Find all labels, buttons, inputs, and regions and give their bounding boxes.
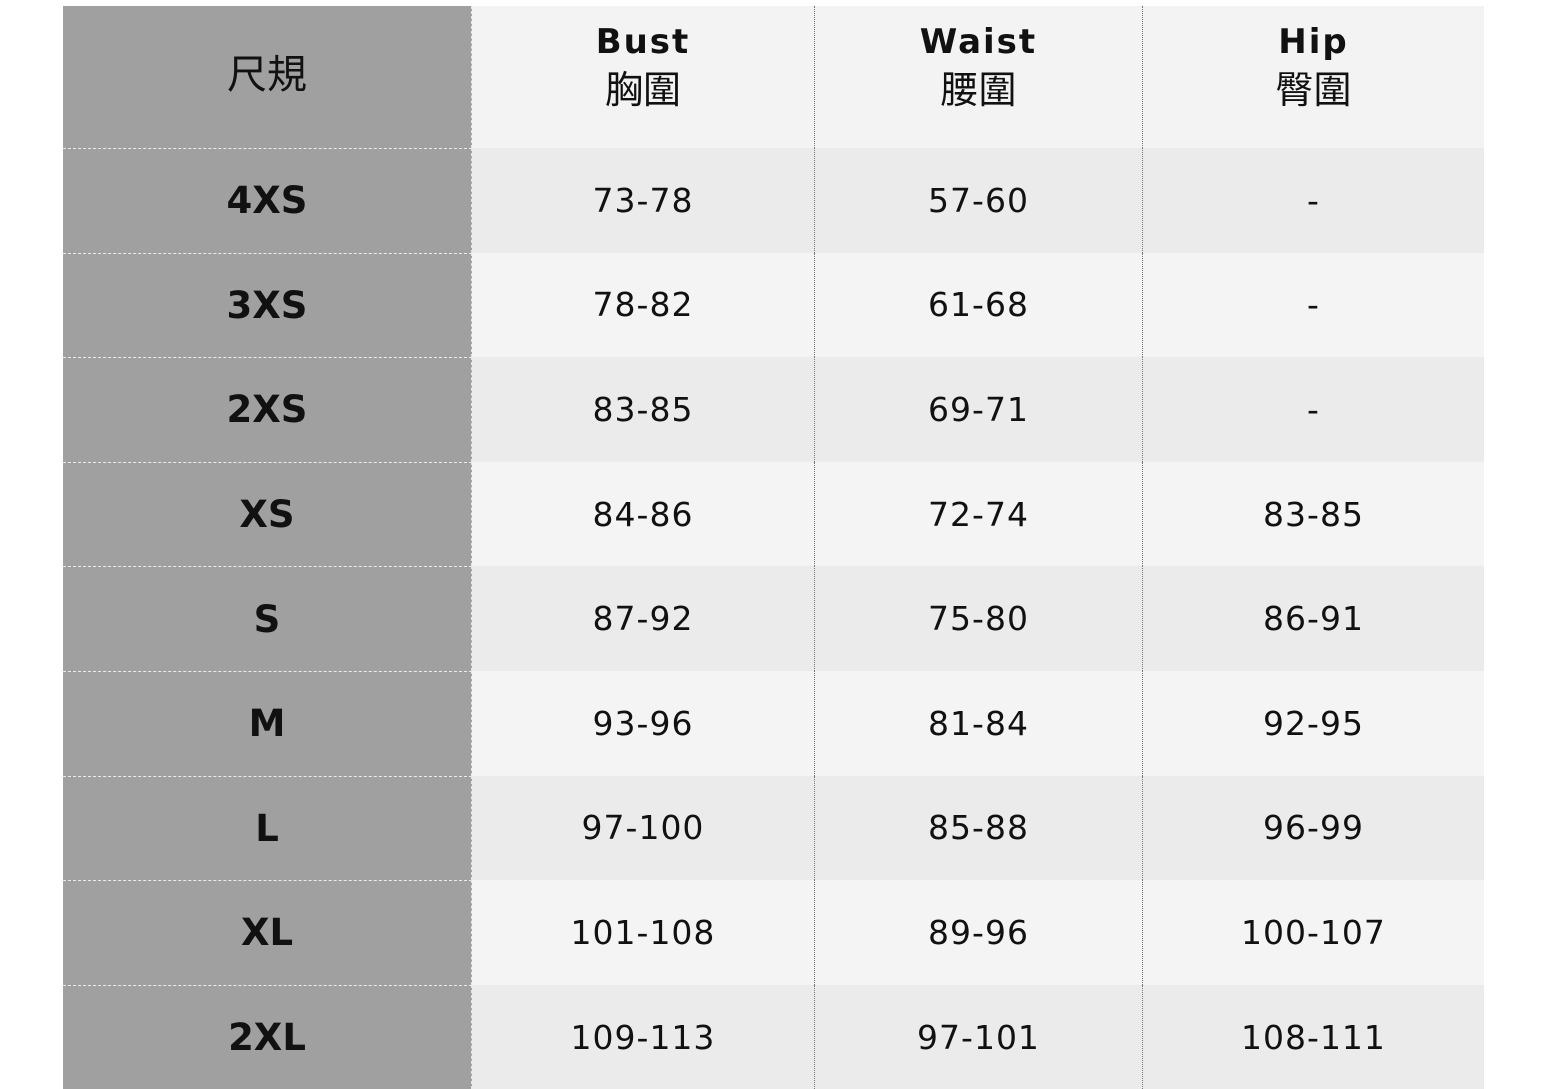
hip-value: 86-91 bbox=[1143, 566, 1484, 671]
size-label: XL bbox=[63, 880, 472, 985]
size-label: 3XS bbox=[63, 252, 472, 358]
bust-value: 87-92 bbox=[472, 566, 815, 671]
hip-value: - bbox=[1143, 252, 1484, 358]
size-chart-table: 尺規 Bust 胸圍 Waist 腰圍 Hip 臀圍 4XS 73-78 57-60… bbox=[63, 6, 1484, 1089]
waist-header-zh: 腰圍 bbox=[940, 68, 1017, 112]
waist-value: 97-101 bbox=[815, 984, 1143, 1089]
bust-value: 93-96 bbox=[472, 670, 815, 776]
waist-value: 85-88 bbox=[815, 775, 1143, 881]
size-label: 4XS bbox=[63, 148, 472, 253]
bust-header-en: Bust bbox=[595, 22, 691, 62]
hip-value: 108-111 bbox=[1143, 984, 1484, 1089]
waist-header-en: Waist bbox=[919, 22, 1038, 62]
bust-value: 109-113 bbox=[472, 984, 815, 1089]
bust-value: 73-78 bbox=[472, 148, 815, 253]
size-label: XS bbox=[63, 461, 472, 567]
bust-value: 83-85 bbox=[472, 357, 815, 462]
size-column-header: 尺規 bbox=[63, 6, 472, 148]
waist-value: 61-68 bbox=[815, 252, 1143, 358]
waist-value: 75-80 bbox=[815, 566, 1143, 671]
waist-value: 69-71 bbox=[815, 357, 1143, 462]
size-label: 2XL bbox=[63, 984, 472, 1089]
bust-value: 84-86 bbox=[472, 461, 815, 567]
bust-header-zh: 胸圍 bbox=[604, 68, 681, 112]
hip-header-zh: 臀圍 bbox=[1275, 68, 1352, 112]
bust-column-header: Bust 胸圍 bbox=[472, 6, 815, 148]
hip-value: 100-107 bbox=[1143, 880, 1484, 985]
hip-value: 83-85 bbox=[1143, 461, 1484, 567]
bust-value: 78-82 bbox=[472, 252, 815, 358]
size-label: M bbox=[63, 670, 472, 776]
size-label: L bbox=[63, 775, 472, 881]
hip-value: 96-99 bbox=[1143, 775, 1484, 881]
hip-column-header: Hip 臀圍 bbox=[1143, 6, 1484, 148]
size-label: 2XS bbox=[63, 357, 472, 462]
waist-value: 72-74 bbox=[815, 461, 1143, 567]
size-label: S bbox=[63, 566, 472, 671]
waist-column-header: Waist 腰圍 bbox=[815, 6, 1143, 148]
bust-value: 101-108 bbox=[472, 880, 815, 985]
hip-value: - bbox=[1143, 148, 1484, 253]
hip-header-en: Hip bbox=[1278, 22, 1349, 62]
waist-value: 57-60 bbox=[815, 148, 1143, 253]
hip-value: 92-95 bbox=[1143, 670, 1484, 776]
waist-value: 89-96 bbox=[815, 880, 1143, 985]
hip-value: - bbox=[1143, 357, 1484, 462]
bust-value: 97-100 bbox=[472, 775, 815, 881]
waist-value: 81-84 bbox=[815, 670, 1143, 776]
